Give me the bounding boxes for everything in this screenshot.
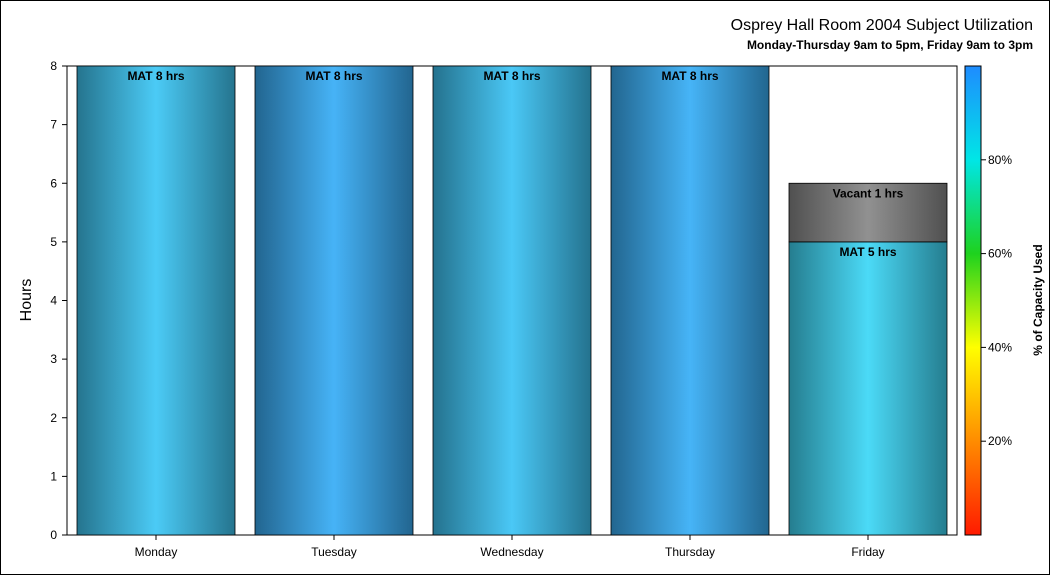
bars-group: MAT 8 hrs MAT 8 hrs MAT 8 hrs MAT 8 hrs MAT …	[76, 65, 948, 536]
x-tick-label: Tuesday	[311, 545, 357, 559]
y-tick-label: 3	[50, 352, 57, 366]
bar-data-label: MAT 8 hrs	[661, 69, 718, 83]
colorbar: 20% 40% 60% 80%	[964, 65, 1012, 536]
y-tick-label: 1	[50, 469, 57, 483]
y-tick-label: 8	[50, 59, 57, 73]
bar-data-label: MAT 8 hrs	[305, 69, 362, 83]
bar-data-label: MAT 5 hrs	[839, 245, 896, 259]
bar-data-label: MAT 8 hrs	[127, 69, 184, 83]
x-axis: Monday Tuesday Wednesday Thursday Friday	[135, 535, 885, 559]
bar-wednesday-segment-0	[432, 65, 592, 536]
bar-data-label: Vacant 1 hrs	[833, 186, 904, 200]
colorbar-label: % of Capacity Used	[1031, 244, 1045, 355]
y-tick-label: 5	[50, 235, 57, 249]
y-axis: 0 1 2 3 4 5 6 7 8	[50, 59, 67, 542]
y-tick-label: 0	[50, 528, 57, 542]
y-tick-label: 7	[50, 118, 57, 132]
y-tick-label: 4	[50, 294, 57, 308]
bar-tuesday-segment-0	[254, 65, 414, 536]
y-tick-label: 6	[50, 176, 57, 190]
bar-data-label: MAT 8 hrs	[483, 69, 540, 83]
bar-monday-segment-0	[76, 65, 236, 536]
bar-friday-segment-1	[788, 182, 948, 243]
x-tick-label: Thursday	[665, 545, 715, 559]
y-axis-label: Hours	[18, 279, 35, 322]
bar-thursday-segment-0	[610, 65, 770, 536]
bar-friday-segment-0	[788, 241, 948, 536]
colorbar-tick-label: 60%	[988, 247, 1012, 261]
x-tick-label: Monday	[135, 545, 178, 559]
chart-title: Osprey Hall Room 2004 Subject Utilizatio…	[731, 17, 1033, 34]
colorbar-tick-label: 80%	[988, 153, 1012, 167]
x-tick-label: Friday	[851, 545, 884, 559]
x-tick-label: Wednesday	[480, 545, 543, 559]
chart-subtitle: Monday-Thursday 9am to 5pm, Friday 9am t…	[747, 38, 1033, 52]
colorbar-scale	[964, 65, 982, 536]
colorbar-tick-label: 20%	[988, 434, 1012, 448]
colorbar-tick-label: 40%	[988, 340, 1012, 354]
y-tick-label: 2	[50, 411, 57, 425]
